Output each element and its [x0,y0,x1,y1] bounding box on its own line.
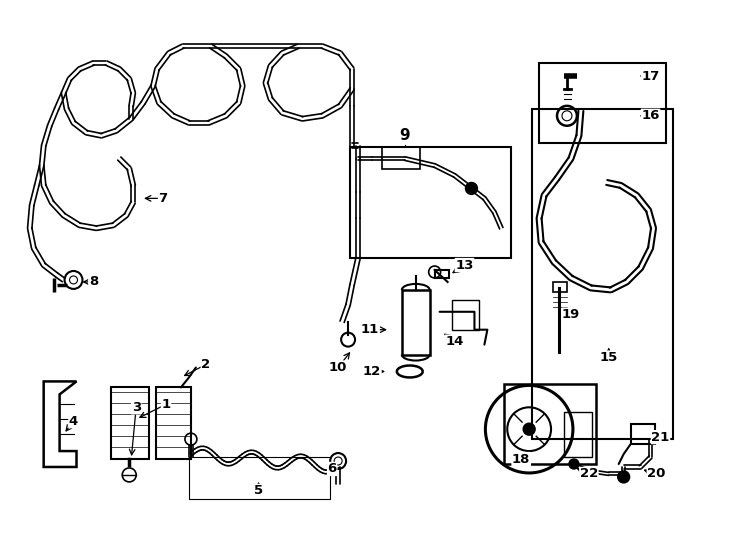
Text: 4: 4 [69,415,78,428]
Bar [553,282,567,292]
Text: 6: 6 [327,462,337,476]
Text: 8: 8 [89,275,98,288]
Text: 21: 21 [651,430,669,444]
Text: 17: 17 [642,70,660,83]
Text: 2: 2 [201,358,211,371]
Text: 3: 3 [131,401,141,414]
Text: 22: 22 [580,468,598,481]
Text: 20: 20 [647,468,666,481]
Circle shape [618,471,630,483]
Bar [156,387,191,459]
Bar [451,300,479,330]
Text: 18: 18 [512,453,531,465]
Text: 19: 19 [562,308,580,321]
Bar [564,412,592,457]
Bar [631,424,655,444]
Bar [401,290,429,355]
Bar [532,109,673,439]
Circle shape [465,183,477,194]
Text: 15: 15 [600,351,618,364]
Text: 13: 13 [455,259,473,272]
Text: 7: 7 [159,192,167,205]
Circle shape [569,459,579,469]
Bar [504,384,596,464]
Circle shape [123,468,137,482]
Text: 1: 1 [161,398,170,411]
Bar [112,387,149,459]
Text: 11: 11 [361,323,379,336]
Text: 5: 5 [254,484,263,497]
Text: 14: 14 [446,335,464,348]
Text: 16: 16 [642,109,660,122]
Bar [435,270,448,278]
Text: 12: 12 [363,365,381,378]
Bar [539,63,666,143]
Bar [382,147,420,168]
Text: 10: 10 [329,361,347,374]
Text: 9: 9 [399,127,410,143]
Bar [189,457,330,499]
Bar [350,147,512,258]
Circle shape [523,423,535,435]
